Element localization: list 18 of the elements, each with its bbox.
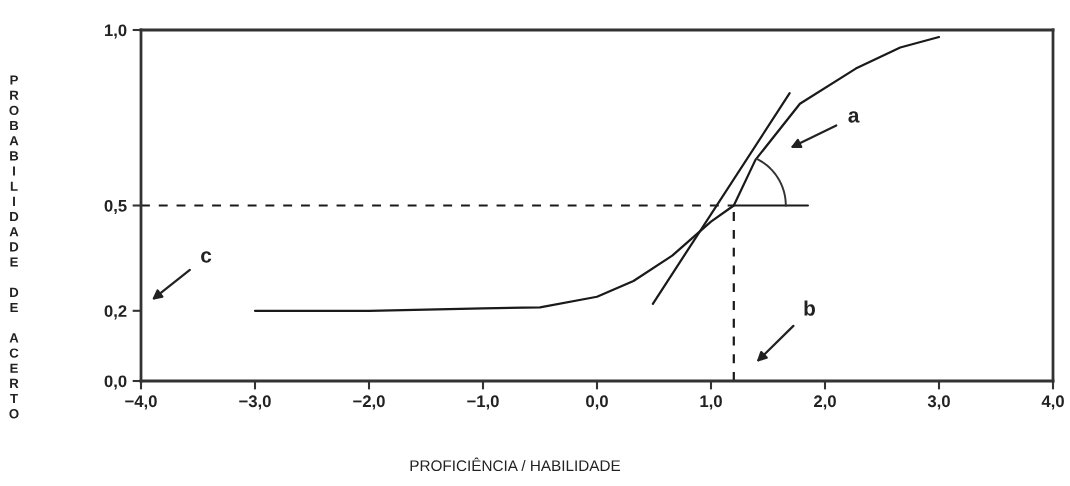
x-tick-label: −2,0 [353, 395, 385, 410]
x-tick-label: 3,0 [927, 395, 950, 410]
y-tick-label: 1,0 [104, 24, 127, 39]
text: PROBABILIDADE DE ACERTO [9, 75, 19, 419]
y-tick-label: 0,5 [104, 199, 127, 215]
x-tick-label: −3,0 [239, 395, 271, 410]
x-tick-label: 4,0 [1041, 395, 1064, 410]
x-tick-label: −4,0 [125, 395, 157, 410]
x-tick-label: 0,0 [586, 395, 608, 410]
annotation: c [201, 251, 212, 263]
x-axis-title: PROFICIÊNCIA / HABILIDADE [410, 457, 621, 472]
x-tick-label: 2,0 [813, 395, 836, 410]
y-tick-label: 0,2 [104, 305, 127, 320]
x-tick-label: −1,0 [467, 395, 499, 410]
x-tick-label: 1,0 [700, 395, 722, 410]
annotation: b [804, 300, 815, 316]
y-tick-label: 0,0 [104, 375, 127, 390]
annotation: a [848, 111, 860, 123]
